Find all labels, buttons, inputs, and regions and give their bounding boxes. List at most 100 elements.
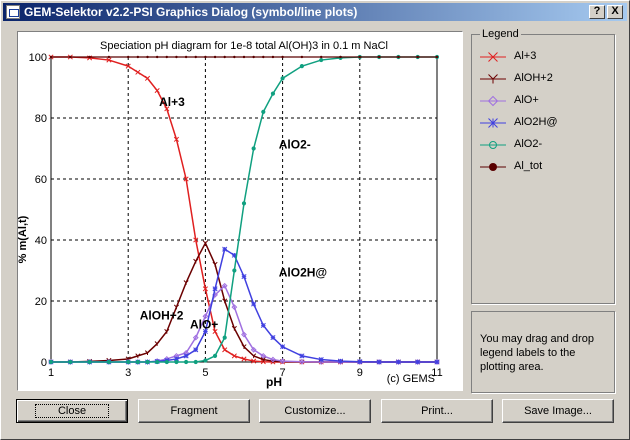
y-tick-label: 0 — [41, 357, 47, 369]
data-point-al-tot — [233, 55, 236, 59]
data-point-al-3 — [202, 286, 208, 292]
legend-swatch — [480, 118, 506, 128]
print-button[interactable]: Print... — [381, 399, 493, 423]
data-point-alo2h — [415, 359, 421, 365]
legend-swatch — [480, 95, 506, 107]
data-point-al-tot — [175, 55, 178, 59]
data-point-alo2 — [135, 359, 140, 365]
data-point-al-tot — [69, 55, 72, 59]
legend-item-aloh-2[interactable]: AlOH+2 — [476, 71, 612, 87]
data-point-aloh-2 — [183, 280, 189, 285]
legend-marker — [488, 118, 498, 128]
legend-item-al-3[interactable]: Al+3 — [476, 49, 612, 65]
legend-label: Al+3 — [514, 50, 537, 62]
data-point-alo — [202, 313, 209, 320]
legend-marker — [488, 52, 498, 62]
data-point-aloh-2 — [144, 350, 151, 356]
data-point-al-tot — [320, 55, 323, 59]
data-point-alo2h — [193, 347, 199, 353]
data-point-al-3 — [193, 237, 199, 243]
x-axis-label: pH — [266, 375, 282, 389]
data-point-alo2h — [202, 328, 208, 335]
data-point-alo — [221, 282, 228, 289]
legend-swatch — [480, 52, 506, 62]
data-point-alo2 — [174, 359, 179, 365]
data-point-al-tot — [281, 55, 284, 59]
data-point-al-tot — [146, 55, 149, 59]
data-point-alo2h — [231, 252, 237, 258]
data-point-alo2h — [299, 353, 305, 359]
data-point-al-3 — [144, 75, 151, 81]
series-line-alo2 — [51, 56, 437, 363]
data-point-aloh-2 — [173, 304, 180, 310]
help-button[interactable]: ? — [589, 5, 605, 19]
close-button[interactable]: Close — [16, 399, 128, 423]
data-point-aloh-2 — [135, 353, 141, 359]
data-point-alo2 — [299, 64, 304, 69]
series-aloh-2 — [48, 240, 440, 365]
data-point-alo2 — [212, 353, 218, 358]
close-window-button[interactable]: X — [607, 5, 623, 19]
data-point-alo2 — [232, 268, 237, 273]
data-point-al-tot — [339, 55, 342, 59]
data-point-alo — [279, 358, 286, 364]
data-point-alo2 — [155, 359, 160, 365]
fragment-button[interactable]: Fragment — [138, 399, 250, 423]
data-point-alo2h — [434, 359, 440, 365]
window-title: GEM-Selektor v2.2-PSI Graphics Dialog (s… — [24, 5, 358, 19]
annotation-label: AlOH+2 — [140, 308, 184, 322]
data-point-aloh-2 — [231, 325, 237, 331]
series-alo2 — [48, 54, 440, 365]
data-point-alo2 — [145, 359, 150, 365]
legend-label: AlO+ — [514, 94, 539, 106]
series-al-tot — [49, 55, 439, 59]
data-point-alo — [241, 331, 247, 338]
data-point-alo2 — [261, 109, 266, 115]
x-tick-label: 5 — [202, 367, 208, 379]
data-point-al-tot — [252, 55, 255, 59]
legend-item-alo2h[interactable]: AlO2H@ — [476, 115, 612, 131]
data-point-alo2 — [126, 359, 131, 365]
data-point-alo — [260, 352, 267, 359]
data-point-alo2 — [184, 359, 189, 365]
data-point-alo2h — [212, 286, 218, 292]
customize-button[interactable]: Customize... — [259, 399, 371, 423]
data-point-alo2 — [241, 201, 247, 206]
data-point-al-tot — [213, 55, 217, 59]
legend-marker — [489, 163, 497, 171]
data-point-alo2 — [193, 359, 198, 365]
data-point-al-tot — [127, 55, 130, 59]
data-point-alo — [250, 346, 257, 353]
data-point-alo2h — [260, 322, 266, 328]
legend-item-alo[interactable]: AlO+ — [476, 93, 612, 109]
x-tick-label: 3 — [125, 367, 131, 379]
data-point-alo — [192, 334, 199, 341]
data-point-alo2h — [280, 344, 286, 350]
y-tick-label: 100 — [29, 52, 47, 64]
save-image-button[interactable]: Save Image... — [502, 399, 614, 423]
legend-swatch — [480, 141, 506, 149]
data-point-alo2 — [251, 146, 256, 151]
data-point-alo2 — [319, 57, 324, 63]
plot-area[interactable]: 1 3 5 7 9 11 0 20 40 60 80 100 Speciation pH diagram… — [17, 31, 463, 391]
data-point-aloh-2 — [193, 258, 199, 264]
data-point-al-tot — [184, 55, 188, 59]
data-point-alo2h — [222, 246, 228, 252]
data-point-alo2h — [173, 356, 180, 362]
close-button-label: Close — [34, 403, 110, 418]
legend-label: AlOH+2 — [514, 72, 553, 84]
data-point-alo — [270, 356, 276, 363]
title-bar[interactable]: GEM-Selektor v2.2-PSI Graphics Dialog (s… — [3, 3, 627, 21]
legend-item-al-tot[interactable]: Al_tot — [476, 159, 612, 175]
legend-marker — [489, 141, 497, 149]
legend-swatch — [480, 163, 506, 171]
legend-label: Al_tot — [514, 160, 543, 172]
legend-item-alo2[interactable]: AlO2- — [476, 137, 612, 153]
data-point-al-3 — [125, 63, 131, 69]
series-al-3 — [48, 54, 440, 365]
data-point-alo2 — [87, 359, 92, 365]
legend-panel: Legend Al+3 AlOH+2 AlO+ AlO2H@ AlO2- Al_tot — [471, 28, 615, 304]
annotation-label: AlO+ — [190, 317, 218, 331]
y-axis-label: % m(Al,t) — [18, 215, 29, 263]
